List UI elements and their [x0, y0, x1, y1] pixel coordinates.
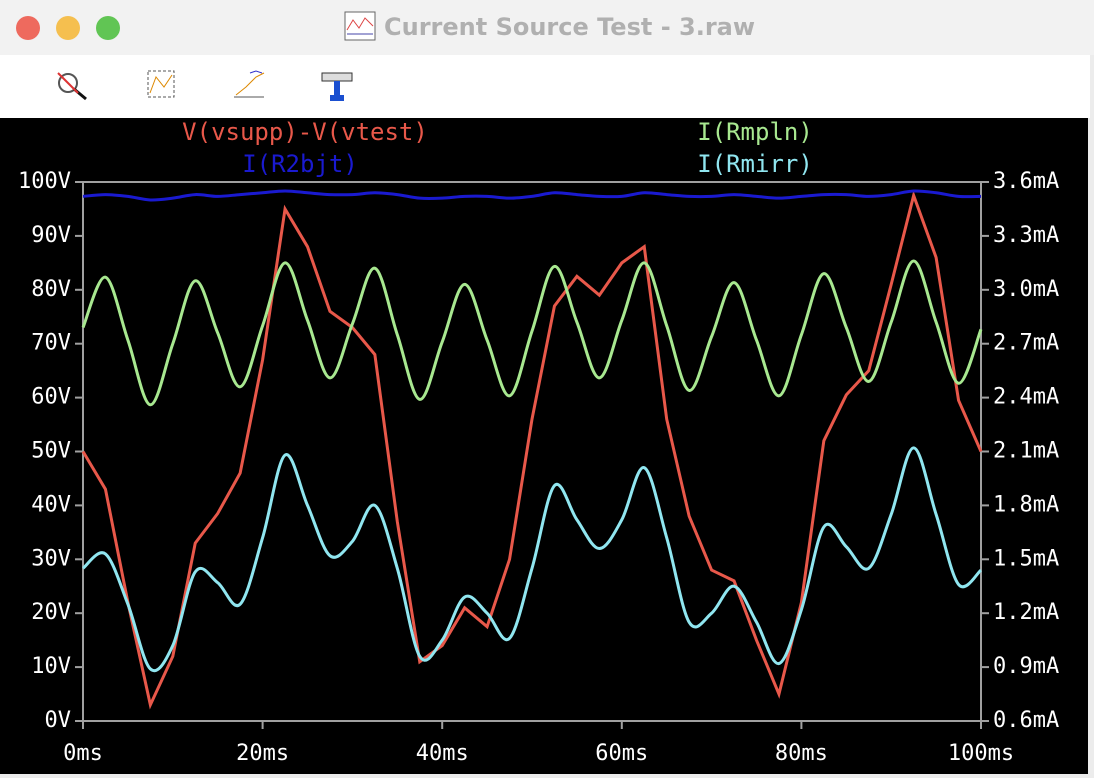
- legend-entry: I(R2bjt): [242, 150, 358, 178]
- y-tick-label: 30V: [31, 546, 71, 571]
- probe-tool[interactable]: [318, 67, 358, 107]
- y-tick-label: 40V: [31, 492, 71, 517]
- app-icon: [344, 11, 376, 41]
- x-tick-label: 80ms: [775, 741, 828, 766]
- y2-tick-label: 2.7mA: [993, 331, 1059, 356]
- y-tick-label: 80V: [31, 277, 71, 302]
- y-tick-label: 90V: [31, 223, 71, 248]
- x-tick-label: 20ms: [236, 741, 289, 766]
- window-title: Current Source Test - 3.raw: [384, 13, 756, 41]
- y2-tick-label: 1.8mA: [993, 492, 1059, 517]
- y-tick-label: 100V: [18, 169, 71, 194]
- zoom-tool[interactable]: [52, 67, 92, 103]
- plot-pane: 0V 10V 20V 30V 40V 50V 60V 70V 80V 90V 100V 0.6mA 0.…: [0, 118, 1088, 778]
- zoom-button[interactable]: [96, 16, 120, 40]
- y2-tick-label: 0.6mA: [993, 708, 1059, 733]
- pan-tool[interactable]: [230, 67, 270, 103]
- legend-entry: I(Rmpln): [697, 118, 813, 146]
- y2-tick-label: 2.4mA: [993, 385, 1059, 410]
- y2-tick-label: 3.3mA: [993, 223, 1059, 248]
- y-tick-label: 50V: [31, 439, 71, 464]
- toolbar: [0, 55, 1090, 118]
- legend-entry: I(Rmirr): [697, 150, 813, 178]
- x-tick-label: 40ms: [416, 741, 469, 766]
- chart: 0V 10V 20V 30V 40V 50V 60V 70V 80V 90V 100V 0.6mA 0.…: [0, 118, 1088, 774]
- autorange-tool[interactable]: [142, 67, 182, 103]
- y2-tick-label: 3.6mA: [993, 169, 1059, 194]
- legend-entry: V(vsupp)-V(vtest): [182, 118, 428, 146]
- y2-tick-label: 1.2mA: [993, 600, 1059, 625]
- y2-tick-label: 3.0mA: [993, 277, 1059, 302]
- y2-tick-label: 2.1mA: [993, 439, 1059, 464]
- minimize-button[interactable]: [56, 16, 80, 40]
- series-line: [81, 259, 983, 407]
- y2-tick-label: 0.9mA: [993, 654, 1059, 679]
- series-line: [82, 446, 983, 673]
- y2-tick-label: 1.5mA: [993, 546, 1059, 571]
- y-tick-label: 70V: [31, 331, 71, 356]
- x-tick-label: 0ms: [63, 741, 103, 766]
- y-tick-label: 60V: [31, 385, 71, 410]
- series-line: [82, 189, 982, 202]
- close-button[interactable]: [16, 16, 40, 40]
- x-tick-label: 100ms: [948, 741, 1014, 766]
- title-bar: Current Source Test - 3.raw: [0, 0, 1094, 55]
- y-tick-label: 10V: [31, 654, 71, 679]
- y-tick-label: 0V: [45, 708, 72, 733]
- x-tick-label: 60ms: [595, 741, 648, 766]
- y-tick-label: 20V: [31, 600, 71, 625]
- series-line: [81, 190, 983, 710]
